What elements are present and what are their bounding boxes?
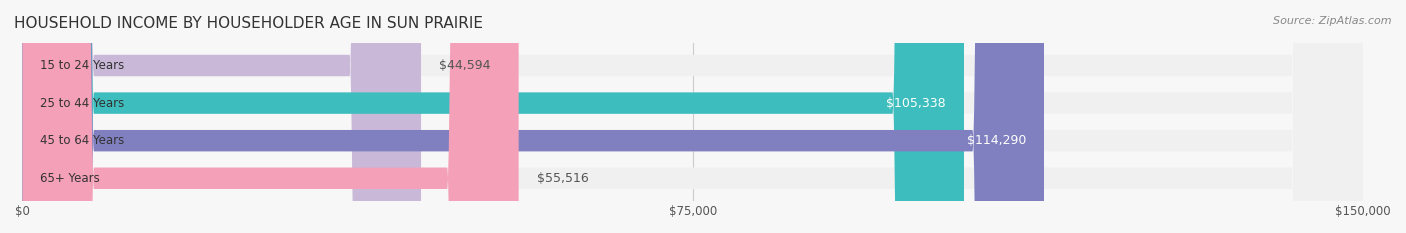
Text: 45 to 64 Years: 45 to 64 Years	[41, 134, 125, 147]
FancyBboxPatch shape	[22, 0, 1364, 233]
FancyBboxPatch shape	[22, 0, 965, 233]
Text: $55,516: $55,516	[537, 172, 588, 185]
Text: $114,290: $114,290	[967, 134, 1026, 147]
Text: $44,594: $44,594	[439, 59, 491, 72]
Text: $105,338: $105,338	[886, 97, 946, 110]
FancyBboxPatch shape	[22, 0, 519, 233]
Text: Source: ZipAtlas.com: Source: ZipAtlas.com	[1274, 16, 1392, 26]
FancyBboxPatch shape	[22, 0, 1364, 233]
Text: HOUSEHOLD INCOME BY HOUSEHOLDER AGE IN SUN PRAIRIE: HOUSEHOLD INCOME BY HOUSEHOLDER AGE IN S…	[14, 16, 484, 31]
FancyBboxPatch shape	[22, 0, 1364, 233]
FancyBboxPatch shape	[22, 0, 1364, 233]
Text: 65+ Years: 65+ Years	[41, 172, 100, 185]
Text: 25 to 44 Years: 25 to 44 Years	[41, 97, 125, 110]
Text: 15 to 24 Years: 15 to 24 Years	[41, 59, 125, 72]
FancyBboxPatch shape	[22, 0, 420, 233]
FancyBboxPatch shape	[22, 0, 1045, 233]
